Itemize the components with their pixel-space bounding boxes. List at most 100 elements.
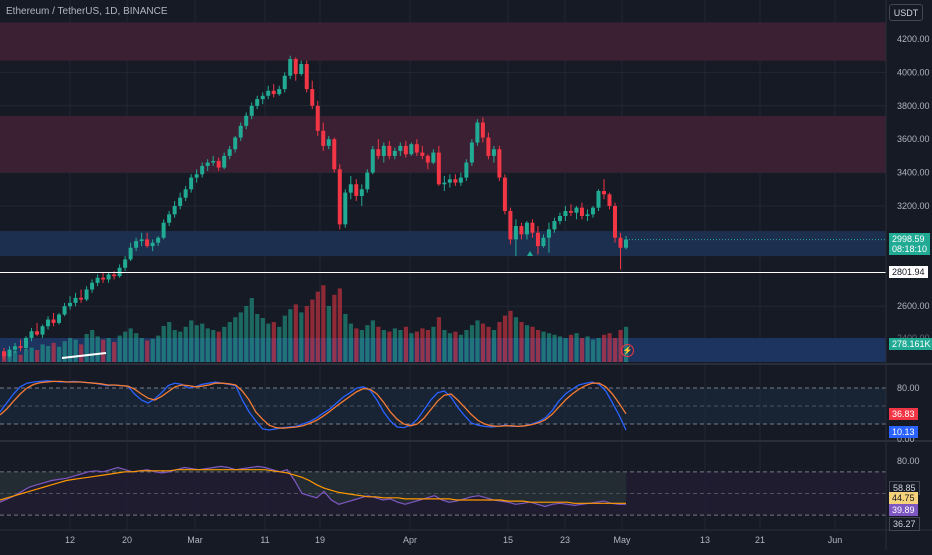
volume-bar xyxy=(326,306,331,362)
price-tick-label: 4200.00 xyxy=(897,34,930,44)
candle-body xyxy=(222,155,227,168)
candle-body xyxy=(431,152,436,163)
volume-bar xyxy=(513,317,519,362)
time-tick-label: Apr xyxy=(403,535,417,545)
rsi-ma-line xyxy=(0,469,626,504)
symbol-title: Ethereum / TetherUS, 1D, BINANCE xyxy=(6,6,168,17)
volume-bar xyxy=(238,312,243,362)
candle-body xyxy=(585,214,590,217)
candle-body xyxy=(618,237,623,248)
price-tick-label: 3200.00 xyxy=(897,201,930,211)
volume-bar xyxy=(601,334,607,362)
candle-body xyxy=(425,155,430,163)
rsi-overbought-fill xyxy=(0,466,626,507)
time-tick-label: 20 xyxy=(122,535,132,545)
candle-body xyxy=(112,274,117,277)
volume-bar xyxy=(563,338,568,362)
volume-bar xyxy=(68,338,73,362)
candle-body xyxy=(458,177,463,183)
candle-body xyxy=(51,319,56,323)
volume-bar xyxy=(222,326,227,362)
volume-bar xyxy=(194,325,199,362)
stoch-d-line xyxy=(0,380,627,429)
candle-body xyxy=(24,337,29,348)
candle-body xyxy=(310,89,315,106)
volume-bar xyxy=(288,309,293,362)
candle-body xyxy=(244,115,249,126)
candle-body xyxy=(348,184,353,193)
candle-body xyxy=(178,197,183,206)
volume-bar xyxy=(618,330,623,362)
candle-body xyxy=(90,282,95,290)
volume-bar xyxy=(359,330,364,362)
candle-body xyxy=(469,142,474,163)
volume-bar xyxy=(387,331,392,362)
volume-bar xyxy=(62,341,67,362)
candle-body xyxy=(568,211,573,213)
candle-body xyxy=(79,297,84,300)
volume-bar xyxy=(249,298,254,362)
volume-bar xyxy=(519,322,524,362)
volume-bar xyxy=(205,328,210,362)
candle-body xyxy=(299,64,304,75)
volume-bar xyxy=(348,323,353,362)
candle-body xyxy=(304,64,309,90)
candle-body xyxy=(271,90,276,95)
rsi-tick-80: 80.00 xyxy=(897,456,920,466)
volume-bar xyxy=(607,333,612,362)
volume-bar xyxy=(183,326,188,362)
time-tick-label: 23 xyxy=(560,535,570,545)
volume-bar xyxy=(145,340,150,362)
volume-bar xyxy=(189,320,194,362)
candle-body xyxy=(189,177,194,190)
volume-bar xyxy=(84,334,89,362)
volume-bar xyxy=(293,304,298,362)
candle-body xyxy=(579,207,584,217)
volume-bar xyxy=(376,326,381,362)
candle-body xyxy=(106,274,111,280)
volume-bar xyxy=(486,326,491,362)
zone-resistance-0 xyxy=(0,22,886,61)
volume-bar xyxy=(420,328,425,362)
candle-body xyxy=(563,211,568,217)
candle-body xyxy=(68,302,73,307)
volume-bar xyxy=(150,338,155,362)
candle-body xyxy=(574,207,579,213)
volume-bar xyxy=(568,334,574,362)
volume-bar xyxy=(277,326,282,362)
volume-bar xyxy=(244,306,249,362)
candle-body xyxy=(266,90,271,96)
candle-body xyxy=(607,194,612,206)
candle-body xyxy=(420,152,425,156)
candle-body xyxy=(530,222,535,233)
zone-resistance-1 xyxy=(0,115,886,173)
candle-body xyxy=(139,239,144,242)
volume-bar xyxy=(79,344,84,362)
candle-body xyxy=(249,105,254,116)
candle-body xyxy=(491,149,496,156)
volume-bar xyxy=(579,338,585,362)
volume-bar xyxy=(211,330,216,362)
volume-bar xyxy=(106,338,111,362)
candle-body xyxy=(343,192,348,225)
candle-body xyxy=(502,177,507,212)
candle-body xyxy=(519,226,524,235)
price-tick-label: 3800.00 xyxy=(897,101,930,111)
volume-bar xyxy=(546,333,552,362)
current-price-tag: 2998.59 08:18:10 xyxy=(889,233,931,255)
lightning-icon[interactable]: ⚡ xyxy=(621,344,634,357)
candle-body xyxy=(205,162,210,166)
candle-body xyxy=(2,351,6,357)
candle-body xyxy=(260,95,265,100)
rsi-value-3-tag: 39.89 xyxy=(889,504,918,516)
volume-bar xyxy=(530,326,535,362)
volume-bar xyxy=(255,314,260,362)
candle-body xyxy=(194,174,199,178)
rsi-value-4-tag: 36.27 xyxy=(889,517,920,531)
candle-body xyxy=(123,259,128,268)
currency-button[interactable]: USDT xyxy=(889,4,923,21)
candle-body xyxy=(211,160,216,163)
candle-body xyxy=(447,179,452,183)
